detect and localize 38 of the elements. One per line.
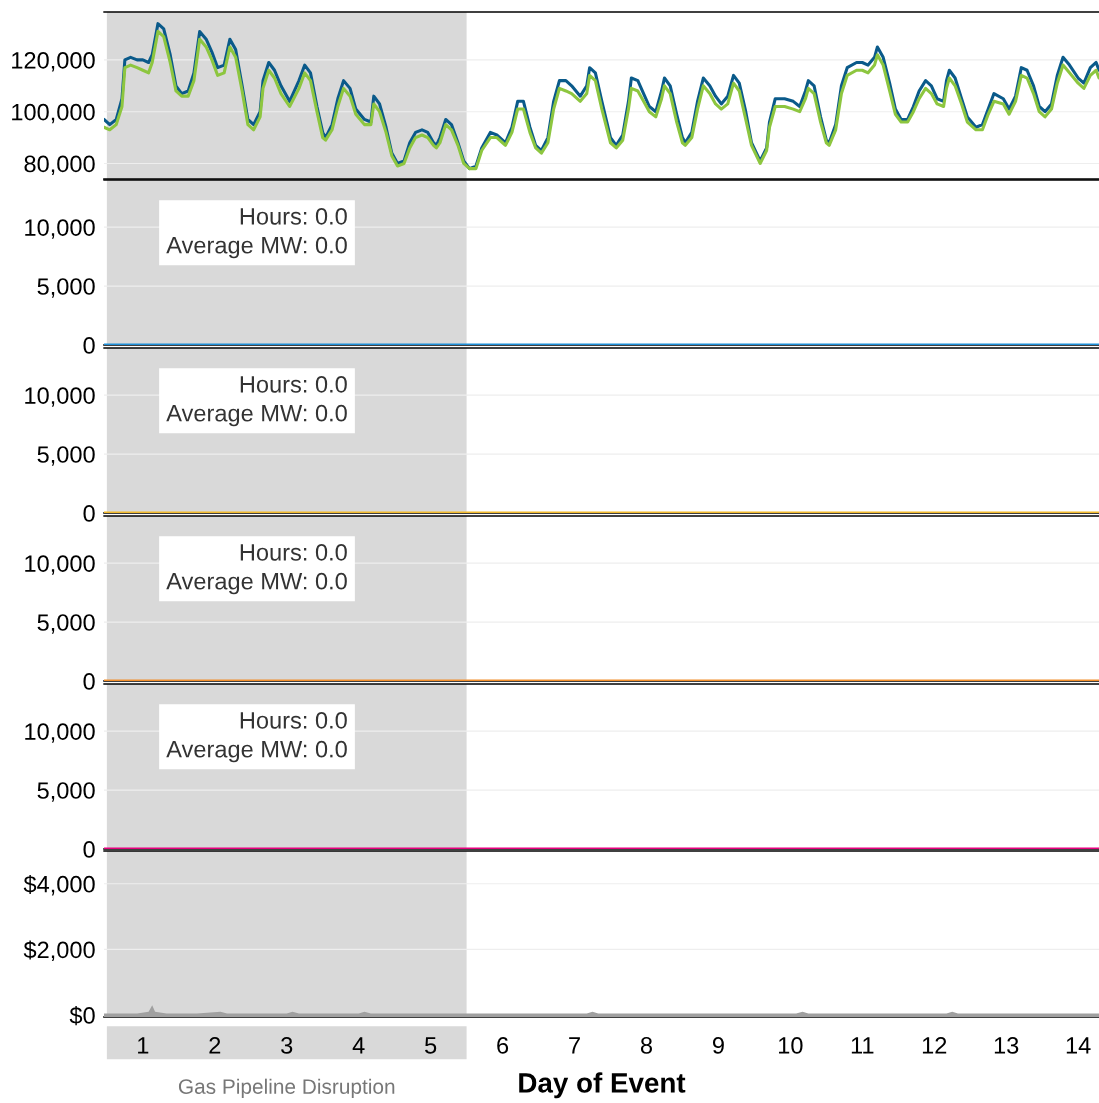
x-axis-title: Day of Event (519, 1072, 686, 1099)
x-tick-label: 4 (352, 1037, 365, 1054)
annotation: Hours: 0.0 Average MW: 0.0 (166, 711, 347, 763)
annotation: Hours: 0.0 Average MW: 0.0 (166, 543, 347, 595)
x-tick-label: 1 (138, 1037, 149, 1054)
band-label: Gas Pipeline Disruption (178, 1078, 395, 1099)
x-tick-label: 6 (497, 1037, 509, 1054)
x-tick-label: 10 (779, 1037, 803, 1054)
y-tick-label: 5,000 (37, 614, 95, 634)
y-tick-label: $2,000 (23, 940, 95, 961)
annotation: Hours: 0.0 Average MW: 0.0 (166, 207, 347, 259)
x-tick-label: 9 (712, 1037, 724, 1054)
x-tick-label: 11 (851, 1037, 874, 1054)
x-tick-label: 13 (994, 1037, 1019, 1054)
annotation: Hours: 0.0 Average MW: 0.0 (166, 375, 347, 427)
y-tick-label: 100,000 (12, 103, 95, 124)
y-tick-label: 5,000 (37, 782, 95, 802)
y-tick-label: $4,000 (23, 874, 95, 896)
x-tick-label: 7 (569, 1037, 580, 1054)
y-tick-label: 0 (83, 505, 95, 522)
y-tick-label: 5,000 (37, 446, 95, 466)
y-tick-label: 10,000 (25, 723, 95, 743)
y-tick-label: 10,000 (25, 555, 95, 575)
x-tick-label: 2 (209, 1037, 221, 1054)
y-tick-label: 10,000 (25, 219, 95, 239)
y-tick-label: 120,000 (12, 51, 95, 72)
y-tick-label: $0 (69, 1006, 95, 1026)
y-tick-label: 5,000 (37, 278, 95, 298)
y-tick-label: 10,000 (25, 387, 95, 407)
x-tick-label: 14 (1066, 1037, 1091, 1054)
y-tick-label: 80,000 (24, 155, 95, 176)
y-tick-label: 0 (83, 673, 95, 690)
x-tick-label: 3 (281, 1037, 293, 1054)
x-tick-label: 8 (640, 1037, 653, 1054)
x-tick-label: 12 (922, 1037, 947, 1054)
x-tick-label: 5 (425, 1037, 437, 1054)
y-tick-label: 0 (83, 337, 95, 354)
y-tick-label: 0 (83, 841, 95, 858)
